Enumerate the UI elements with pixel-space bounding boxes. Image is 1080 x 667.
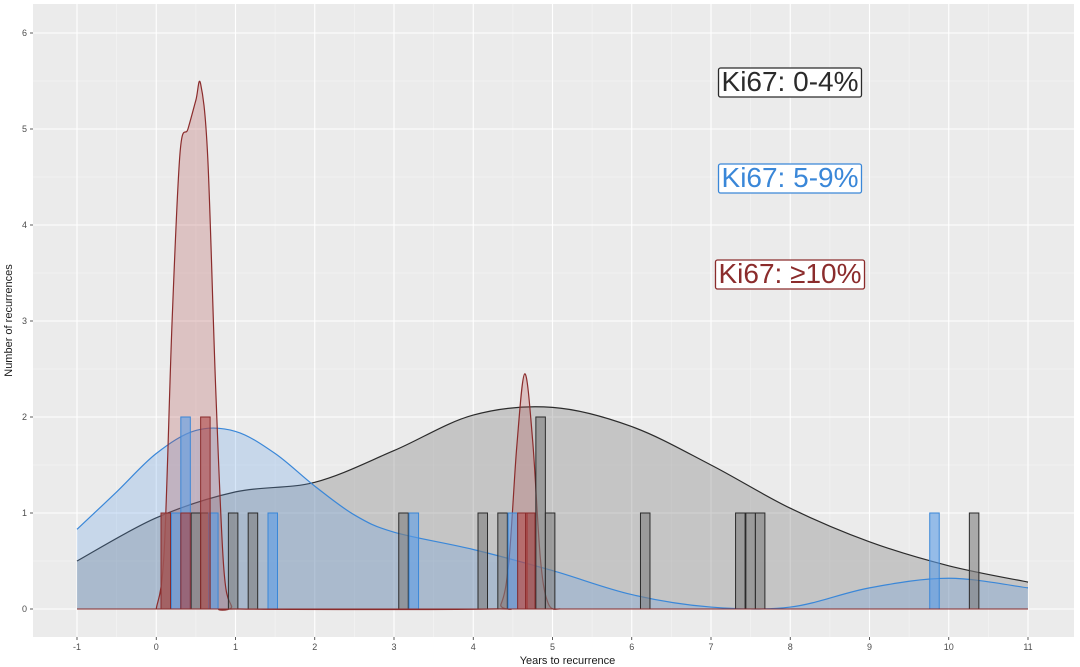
legend-box-0 [717,67,863,98]
histogram-bar [408,512,420,610]
density-line-0 [76,406,1029,583]
y-tick-label: 1 [22,508,27,518]
legend-label-1: Ki67: 5-9% [722,162,859,193]
y-tick-label: 2 [22,412,27,422]
legend-box-1 [717,163,863,194]
density-line-1 [76,427,1029,610]
density-area-0 [77,406,1028,609]
legend-box-2 [714,259,866,290]
histogram-bar [968,512,980,610]
x-tick-label: 11 [1023,642,1032,652]
density-area-1 [77,428,1028,610]
histogram-bar [745,512,756,610]
x-tick-label: 7 [708,642,713,652]
legend-label-0: Ki67: 0-4% [722,66,859,97]
histogram-bar [929,512,940,610]
histogram-bar [497,512,508,610]
histogram-bar [180,512,191,610]
histogram-bar [170,512,182,610]
y-tick-label: 3 [22,316,27,326]
histogram-bar [190,512,202,610]
x-tick-label: 0 [154,642,159,652]
histogram-bar [507,512,519,610]
y-tick-label: 0 [22,604,27,614]
histogram-bar [477,512,489,610]
y-tick-label: 6 [22,28,27,38]
histogram-bar [227,512,239,610]
histogram-bar [160,512,172,610]
histogram-bar [535,416,546,610]
histogram-bar [525,512,536,610]
histogram-bar [247,512,259,610]
histogram-bar [200,416,211,610]
histogram-bar [544,512,556,610]
x-tick-label: 2 [312,642,317,652]
x-tick-label: 5 [550,642,555,652]
x-axis-title: Years to recurrence [520,655,616,667]
y-tick-label: 4 [22,220,27,230]
x-tick-label: 9 [867,642,872,652]
x-tick-label: 3 [391,642,396,652]
x-tick-label: 10 [944,642,954,652]
legend-label-2: Ki67: ≥10% [718,258,861,289]
x-tick-label: 4 [471,642,476,652]
histogram-bar [735,512,746,610]
y-axis-title: Number of recurrences [3,264,15,377]
x-tick-label: -1 [73,642,81,652]
histogram-bar [267,512,279,610]
histogram-bar [398,512,409,610]
histogram-bar [639,512,651,610]
histogram-bar [754,512,766,610]
x-tick-label: 1 [233,642,238,652]
x-tick-label: 8 [788,642,793,652]
y-tick-label: 5 [22,124,27,134]
x-tick-label: 6 [629,642,634,652]
